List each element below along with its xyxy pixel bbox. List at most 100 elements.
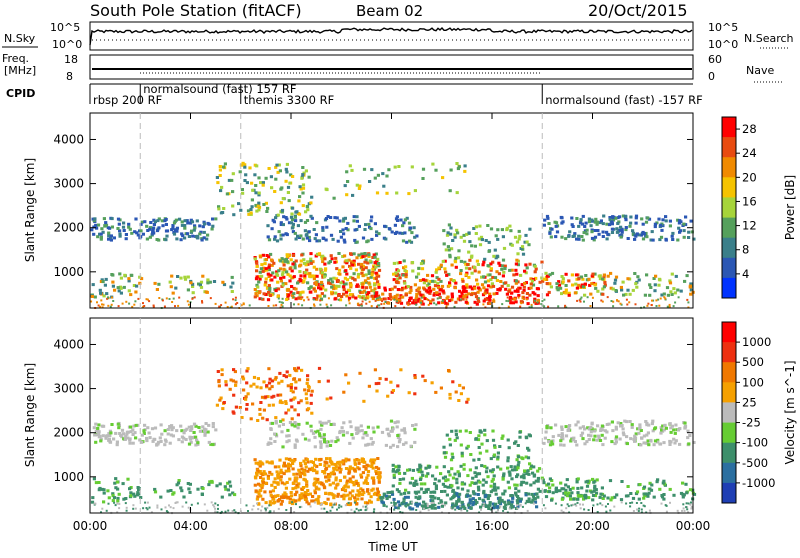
scatter-cell <box>442 229 446 233</box>
scatter-cell <box>560 275 564 278</box>
scatter-cell <box>393 508 396 511</box>
scatter-cell <box>568 230 572 234</box>
scatter-cell <box>155 288 159 291</box>
scatter-cell <box>429 289 433 293</box>
scatter-cell <box>96 235 100 239</box>
scatter-cell <box>444 248 448 252</box>
scatter-cell <box>589 434 593 438</box>
scatter-cell <box>267 263 271 267</box>
scatter-cell <box>354 268 358 272</box>
scatter-cell <box>363 279 368 283</box>
scatter-cell <box>281 223 285 227</box>
scatter-cell <box>452 505 455 507</box>
scatter-cell <box>455 503 457 506</box>
scatter-cell <box>151 230 155 234</box>
scatter-cell <box>345 170 349 174</box>
scatter-cell <box>174 286 178 290</box>
scatter-cell <box>169 489 173 492</box>
scatter-cell <box>648 487 652 491</box>
scatter-cell <box>249 208 253 211</box>
scatter-cell <box>587 433 591 437</box>
scatter-cell <box>599 429 603 432</box>
scatter-cell <box>507 470 511 474</box>
scatter-cell <box>392 497 396 501</box>
scatter-cell <box>524 271 528 275</box>
scatter-cell <box>231 204 235 208</box>
scatter-cell <box>519 300 523 304</box>
scatter-cell <box>396 261 400 265</box>
scatter-cell <box>254 292 258 296</box>
scatter-cell <box>332 423 336 426</box>
scatter-cell <box>116 286 120 290</box>
scatter-cell <box>219 189 223 193</box>
scatter-cell <box>179 238 183 242</box>
scatter-cell <box>426 298 429 301</box>
scatter-cell <box>567 427 571 431</box>
scatter-cell <box>567 291 571 295</box>
scatter-cell <box>266 474 270 478</box>
scatter-cell <box>171 301 174 303</box>
scatter-cell <box>545 214 550 218</box>
scatter-cell <box>210 227 214 231</box>
scatter-cell <box>614 275 619 279</box>
scatter-cell <box>279 201 283 205</box>
scatter-cell <box>343 276 347 280</box>
scatter-cell <box>228 387 232 391</box>
scatter-cell <box>403 431 407 435</box>
scatter-cell <box>201 425 205 429</box>
scatter-cell <box>590 228 594 232</box>
scatter-cell <box>384 443 388 447</box>
scatter-cell <box>483 464 487 468</box>
scatter-cell <box>280 303 283 306</box>
scatter-cell <box>443 484 447 488</box>
scatter-cell <box>520 456 524 460</box>
scatter-cell <box>475 278 479 282</box>
scatter-cell <box>309 460 314 464</box>
scatter-cell <box>116 499 120 503</box>
scatter-cell <box>102 217 106 221</box>
scatter-cell <box>673 431 677 435</box>
scatter-cell <box>222 207 226 210</box>
scatter-cell <box>473 244 477 248</box>
scatter-cell <box>403 218 407 222</box>
scatter-cell <box>366 473 370 477</box>
scatter-cell <box>408 291 412 295</box>
scatter-cell <box>321 483 325 487</box>
scatter-cell <box>113 288 117 292</box>
scatter-cell <box>236 302 239 304</box>
scatter-cell <box>298 270 302 274</box>
scatter-cell <box>417 502 421 506</box>
scatter-cell <box>473 300 477 304</box>
scatter-cell <box>391 443 395 447</box>
scatter-cell <box>390 490 394 494</box>
scatter-cell <box>377 264 381 268</box>
scatter-cell <box>281 197 285 200</box>
scatter-cell <box>458 429 462 433</box>
scatter-cell <box>419 464 423 468</box>
scatter-cell <box>277 381 281 385</box>
scatter-cell <box>460 454 464 458</box>
scatter-cell <box>105 292 109 296</box>
scatter-cell <box>559 439 563 443</box>
scatter-cell <box>279 279 283 283</box>
scatter-cell <box>296 234 300 238</box>
scatter-cell <box>91 283 95 287</box>
scatter-cell <box>464 273 468 277</box>
scatter-cell <box>268 504 271 507</box>
scatter-cell <box>662 479 666 483</box>
scatter-cell <box>279 478 283 482</box>
scatter-cell <box>624 228 628 232</box>
scatter-cell <box>187 442 192 446</box>
scatter-cell <box>602 273 606 277</box>
scatter-cell <box>502 509 505 512</box>
scatter-cell <box>365 240 369 244</box>
scatter-cell <box>372 479 376 483</box>
scatter-cell <box>548 282 552 286</box>
scatter-cell <box>346 221 350 225</box>
scatter-cell <box>311 431 316 435</box>
scatter-cell <box>354 426 358 430</box>
scatter-cell <box>570 273 574 277</box>
scatter-cell <box>554 423 558 427</box>
scatter-cell <box>632 510 635 512</box>
scatter-cell <box>466 444 470 448</box>
